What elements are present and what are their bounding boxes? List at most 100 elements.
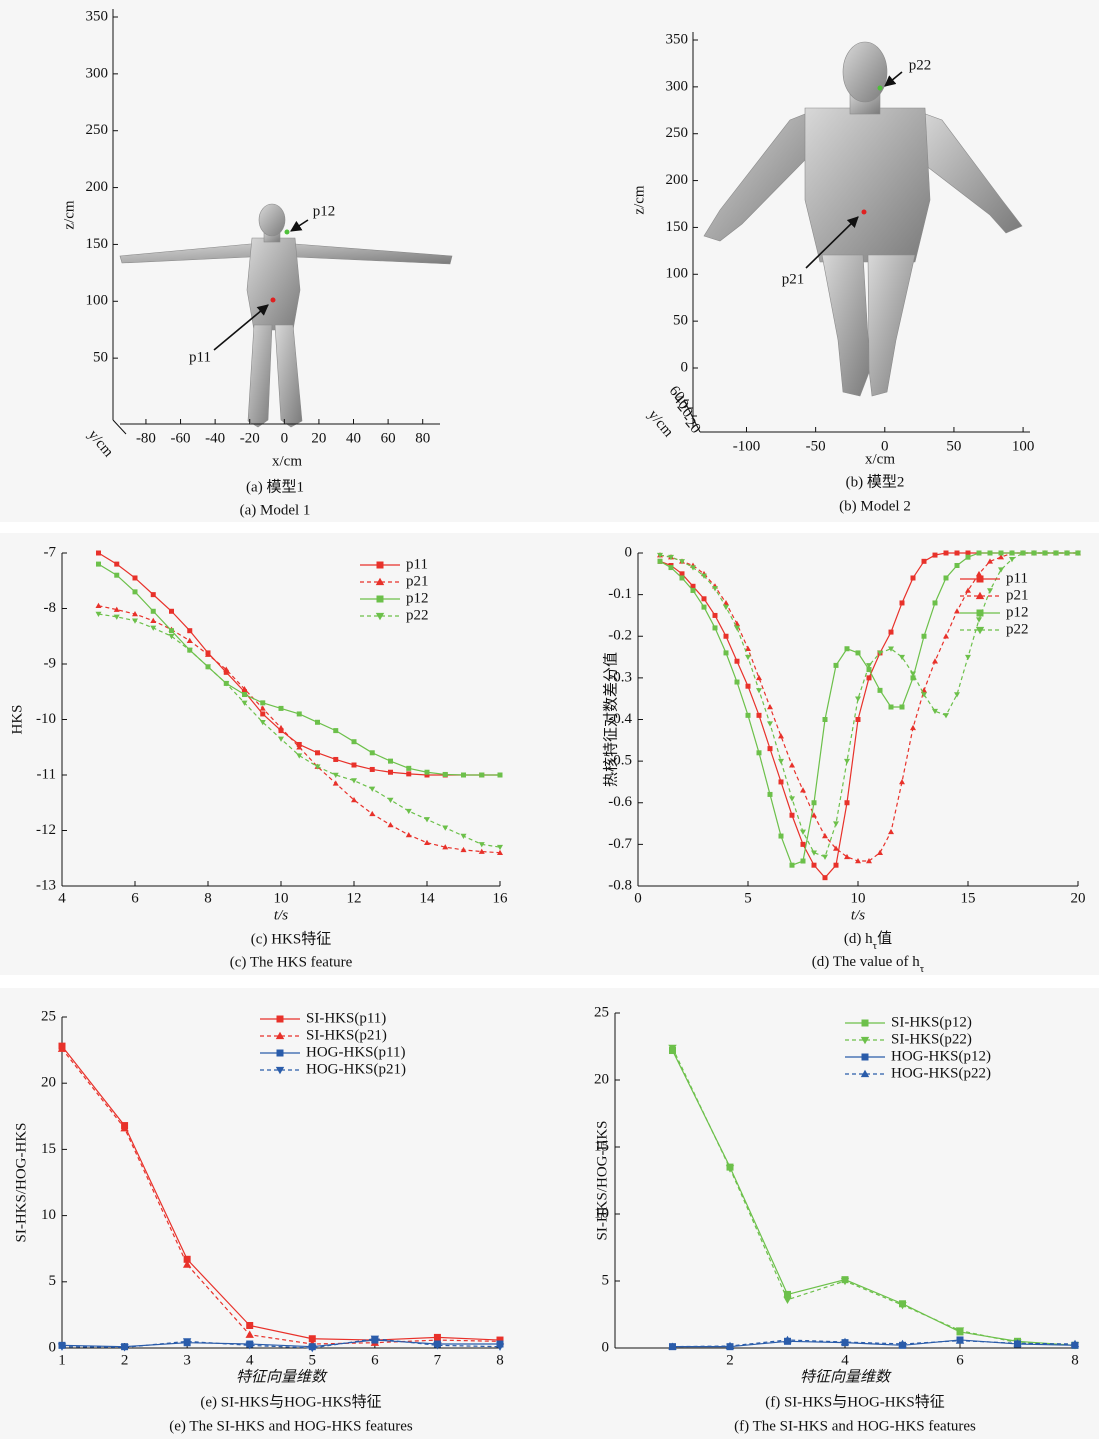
marker <box>151 592 156 597</box>
z-tick-label: 150 <box>666 219 689 235</box>
z-tick-label: 300 <box>666 78 689 94</box>
marker <box>834 863 839 868</box>
x-tick-label: 10 <box>851 890 866 906</box>
marker <box>724 650 729 655</box>
marker <box>790 863 795 868</box>
caption: (f) SI-HKS与HOG-HKS特征 <box>765 1393 945 1410</box>
marker <box>352 763 357 768</box>
caption: (e) SI-HKS与HOG-HKS特征 <box>200 1393 381 1410</box>
marker <box>388 759 393 764</box>
marker <box>801 842 806 847</box>
marker <box>669 565 674 570</box>
legend-label: p12 <box>1006 604 1029 620</box>
marker <box>801 859 806 864</box>
marker <box>779 779 784 784</box>
annotation: p22 <box>909 57 932 73</box>
x-tick-label: 100 <box>1012 438 1035 454</box>
marker <box>812 863 817 868</box>
marker <box>757 713 762 718</box>
marker <box>746 713 751 718</box>
y-axis-label: SI-HKS/HOG-HKS <box>594 1120 610 1240</box>
y-tick-label: 5 <box>602 1272 610 1288</box>
legend-label: HOG-HKS(p21) <box>306 1061 406 1077</box>
marker <box>498 773 503 778</box>
marker <box>867 675 872 680</box>
y-tick-label: -11 <box>37 766 56 782</box>
annotation: p11 <box>189 349 211 365</box>
marker <box>856 650 861 655</box>
point-dot <box>271 298 276 303</box>
marker <box>377 596 384 603</box>
caption-part: τ <box>920 963 925 975</box>
legend-label: p11 <box>1006 570 1028 586</box>
y-tick-label: -0.2 <box>608 628 632 644</box>
marker <box>658 559 663 564</box>
marker <box>977 551 982 556</box>
marker <box>889 705 894 710</box>
marker <box>922 559 927 564</box>
y-tick-label: 0 <box>625 544 633 560</box>
marker <box>406 771 411 776</box>
x-tick-label: -40 <box>205 430 225 446</box>
marker <box>823 875 828 880</box>
marker <box>315 750 320 755</box>
y-tick-label: -7 <box>44 544 57 560</box>
x-tick-label: 4 <box>246 1352 254 1368</box>
y-tick-label: 15 <box>41 1141 56 1157</box>
legend-label: SI-HKS(p11) <box>306 1010 386 1026</box>
panel-bg <box>0 533 1099 975</box>
caption: (f) The SI-HKS and HOG-HKS features <box>734 1418 976 1434</box>
marker <box>260 711 265 716</box>
x-tick-label: 20 <box>311 430 326 446</box>
marker <box>242 692 247 697</box>
marker <box>680 575 685 580</box>
legend-label: SI-HKS(p12) <box>891 1014 972 1030</box>
y-tick-label: -10 <box>36 711 56 727</box>
x-axis-label: x/cm <box>865 451 895 467</box>
x-tick-label: 4 <box>58 890 66 906</box>
marker <box>944 551 949 556</box>
annotation: p12 <box>313 203 336 219</box>
x-tick-label: 40 <box>346 430 361 446</box>
x-tick-label: 8 <box>496 1352 504 1368</box>
marker <box>279 706 284 711</box>
marker <box>352 739 357 744</box>
x-tick-label: 8 <box>1071 1352 1079 1368</box>
marker <box>246 1322 253 1329</box>
z-tick-label: 50 <box>93 350 108 366</box>
marker <box>133 575 138 580</box>
marker <box>724 634 729 639</box>
x-tick-label: 5 <box>744 890 752 906</box>
marker <box>691 588 696 593</box>
x-tick-label: 60 <box>381 430 396 446</box>
y-tick-label: 20 <box>594 1071 609 1087</box>
x-tick-label: -50 <box>806 438 826 454</box>
x-tick-label: 0 <box>281 430 289 446</box>
legend-label: p21 <box>406 573 429 589</box>
marker <box>702 596 707 601</box>
z-tick-label: 350 <box>86 8 109 24</box>
x-tick-label: 0 <box>634 890 642 906</box>
marker <box>944 575 949 580</box>
z-axis-label: z/cm <box>631 185 647 214</box>
y-tick-label: -0.8 <box>608 877 632 893</box>
x-tick-label: 6 <box>956 1352 964 1368</box>
marker <box>96 562 101 567</box>
marker <box>933 600 938 605</box>
figure: 50100150200250300350-80-60-40-2002040608… <box>0 0 1099 1439</box>
marker <box>425 770 430 775</box>
marker <box>834 663 839 668</box>
marker <box>757 750 762 755</box>
x-tick-label: 15 <box>961 890 976 906</box>
x-tick-label: 80 <box>415 430 430 446</box>
marker <box>823 717 828 722</box>
marker <box>388 770 393 775</box>
marker <box>845 646 850 651</box>
legend-label: p11 <box>406 556 428 572</box>
legend-label: p22 <box>406 607 429 623</box>
x-tick-label: 7 <box>434 1352 442 1368</box>
marker <box>277 1016 284 1023</box>
z-tick-label: 300 <box>86 65 109 81</box>
marker <box>461 773 466 778</box>
x-tick-label: -60 <box>171 430 191 446</box>
